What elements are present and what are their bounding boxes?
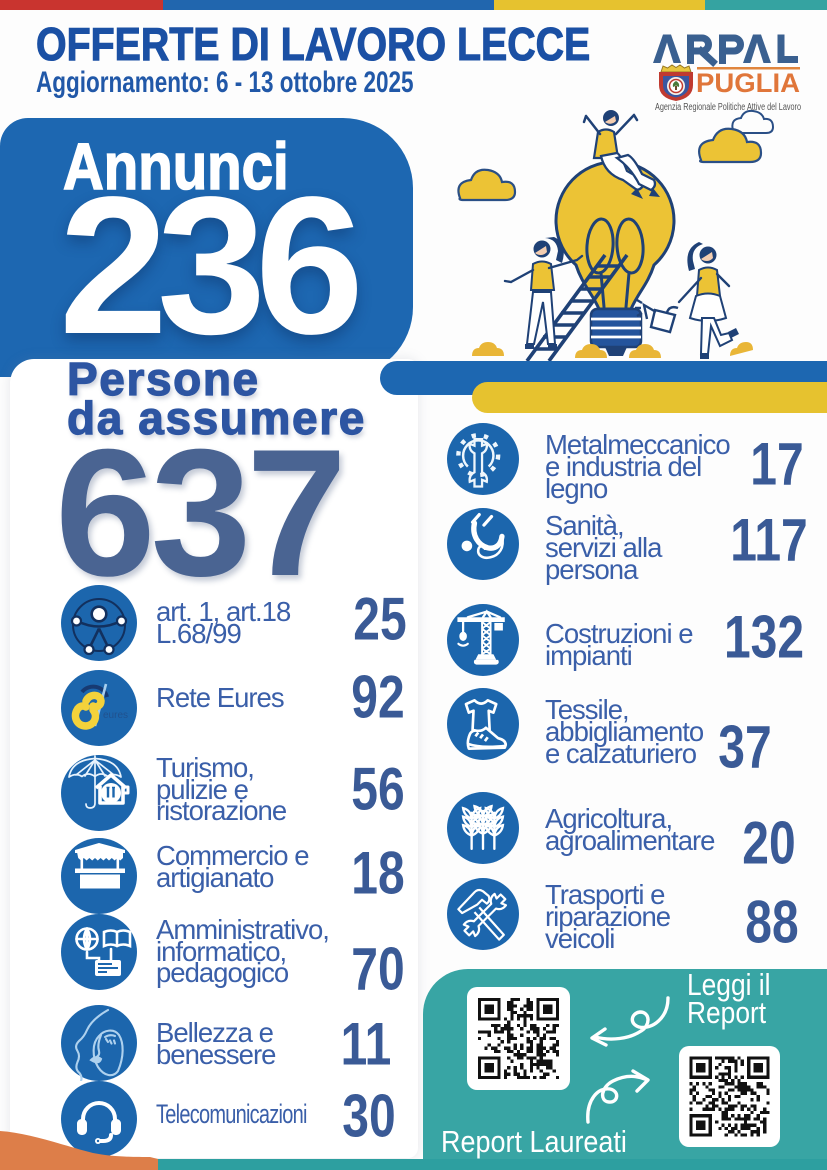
svg-text:eures: eures bbox=[103, 710, 128, 721]
svg-text:PUGLIA: PUGLIA bbox=[696, 68, 800, 98]
svg-text:Agenzia Regionale Politiche At: Agenzia Regionale Politiche Attive del L… bbox=[655, 102, 801, 113]
